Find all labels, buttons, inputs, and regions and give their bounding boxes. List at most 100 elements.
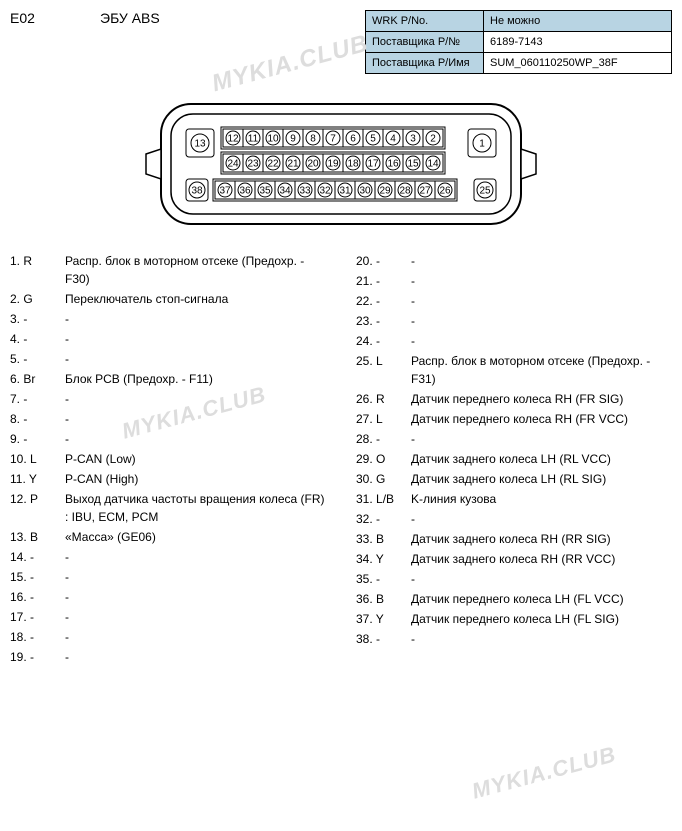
pin-row: 16. -- xyxy=(10,588,326,606)
info-label: WRK P/No. xyxy=(366,11,484,32)
pin-column-left: 1. RРаспр. блок в моторном отсеке (Предо… xyxy=(10,252,326,668)
svg-text:18: 18 xyxy=(347,159,359,170)
pin-description: - xyxy=(411,332,672,350)
pin-description: - xyxy=(65,648,326,666)
pin-number: 24. - xyxy=(356,332,411,350)
info-value: 6189-7143 xyxy=(484,32,672,53)
pin-description: - xyxy=(65,568,326,586)
pin-row: 33. BДатчик заднего колеса RH (RR SIG) xyxy=(356,530,672,548)
pin-row: 1. RРаспр. блок в моторном отсеке (Предо… xyxy=(10,252,326,288)
svg-text:36: 36 xyxy=(239,186,251,197)
connector-title: ЭБУ ABS xyxy=(100,10,365,26)
pin-row: 9. -- xyxy=(10,430,326,448)
pin-number: 7. - xyxy=(10,390,65,408)
svg-text:24: 24 xyxy=(227,159,239,170)
pin-row: 17. -- xyxy=(10,608,326,626)
svg-text:17: 17 xyxy=(367,159,379,170)
pin-description: Датчик заднего колеса LH (RL VCC) xyxy=(411,450,672,468)
pin-row: 20. -- xyxy=(356,252,672,270)
svg-text:7: 7 xyxy=(330,134,336,145)
svg-text:27: 27 xyxy=(419,186,431,197)
svg-text:22: 22 xyxy=(267,159,279,170)
pin-number: 2. G xyxy=(10,290,65,308)
info-value: SUM_060110250WP_38F xyxy=(484,53,672,74)
pin-row: 36. BДатчик переднего колеса LH (FL VCC) xyxy=(356,590,672,608)
pin-row: 26. RДатчик переднего колеса RH (FR SIG) xyxy=(356,390,672,408)
info-value: Не можно xyxy=(484,11,672,32)
pin-row: 37. YДатчик переднего колеса LH (FL SIG) xyxy=(356,610,672,628)
pin-description: - xyxy=(65,430,326,448)
pin-row: 19. -- xyxy=(10,648,326,666)
svg-text:12: 12 xyxy=(227,134,239,145)
pin-row: 32. -- xyxy=(356,510,672,528)
pin-number: 27. L xyxy=(356,410,411,428)
svg-text:33: 33 xyxy=(299,186,311,197)
pin-description: - xyxy=(65,548,326,566)
pin-number: 10. L xyxy=(10,450,65,468)
info-row: WRK P/No. Не можно xyxy=(366,11,672,32)
pin-row: 2. GПереключатель стоп-сигнала xyxy=(10,290,326,308)
pin-description: - xyxy=(65,628,326,646)
pin-description: - xyxy=(411,292,672,310)
info-row: Поставщика Р/Имя SUM_060110250WP_38F xyxy=(366,53,672,74)
pin-row: 10. LP-CAN (Low) xyxy=(10,450,326,468)
pin-description: - xyxy=(411,430,672,448)
pin-description: - xyxy=(65,410,326,428)
svg-text:38: 38 xyxy=(191,186,203,197)
pin-description: - xyxy=(65,310,326,328)
connector-svg: 1313825121110987654322423222120191817161… xyxy=(141,99,541,229)
pin-description: P-CAN (Low) xyxy=(65,450,326,468)
svg-text:1: 1 xyxy=(479,139,485,150)
pin-description: - xyxy=(65,608,326,626)
svg-text:11: 11 xyxy=(248,134,259,145)
pin-columns: 1. RРаспр. блок в моторном отсеке (Предо… xyxy=(10,252,672,668)
pin-description: «Масса» (GE06) xyxy=(65,528,326,546)
connector-diagram: 1313825121110987654322423222120191817161… xyxy=(10,99,672,232)
pin-row: 28. -- xyxy=(356,430,672,448)
pin-description: Датчик заднего колеса RH (RR SIG) xyxy=(411,530,672,548)
svg-text:31: 31 xyxy=(339,186,351,197)
pin-description: Датчик переднего колеса RH (FR VCC) xyxy=(411,410,672,428)
svg-text:14: 14 xyxy=(427,159,439,170)
pin-number: 11. Y xyxy=(10,470,65,488)
watermark: MYKIA.CLUB xyxy=(469,741,619,804)
pin-number: 26. R xyxy=(356,390,411,408)
pin-number: 9. - xyxy=(10,430,65,448)
pin-row: 30. GДатчик заднего колеса LH (RL SIG) xyxy=(356,470,672,488)
pin-number: 25. L xyxy=(356,352,411,388)
pin-row: 31. L/BK-линия кузова xyxy=(356,490,672,508)
pin-description: Датчик заднего колеса RH (RR VCC) xyxy=(411,550,672,568)
pin-row: 38. -- xyxy=(356,630,672,648)
svg-text:37: 37 xyxy=(219,186,231,197)
svg-text:30: 30 xyxy=(359,186,371,197)
pin-number: 36. B xyxy=(356,590,411,608)
pin-number: 13. B xyxy=(10,528,65,546)
pin-description: Датчик переднего колеса LH (FL SIG) xyxy=(411,610,672,628)
svg-text:8: 8 xyxy=(310,134,316,145)
svg-text:10: 10 xyxy=(267,134,279,145)
pin-number: 15. - xyxy=(10,568,65,586)
svg-text:16: 16 xyxy=(387,159,399,170)
pin-number: 21. - xyxy=(356,272,411,290)
pin-description: - xyxy=(65,330,326,348)
connector-code: E02 xyxy=(10,10,100,26)
pin-row: 15. -- xyxy=(10,568,326,586)
svg-text:34: 34 xyxy=(279,186,291,197)
pin-row: 5. -- xyxy=(10,350,326,368)
pin-row: 24. -- xyxy=(356,332,672,350)
svg-text:25: 25 xyxy=(479,186,491,197)
pin-description: - xyxy=(65,350,326,368)
pin-row: 13. B«Масса» (GE06) xyxy=(10,528,326,546)
pin-row: 3. -- xyxy=(10,310,326,328)
pin-number: 30. G xyxy=(356,470,411,488)
svg-text:32: 32 xyxy=(319,186,331,197)
svg-text:15: 15 xyxy=(407,159,419,170)
svg-text:19: 19 xyxy=(327,159,339,170)
pin-row: 22. -- xyxy=(356,292,672,310)
pin-description: - xyxy=(411,630,672,648)
svg-text:6: 6 xyxy=(350,134,356,145)
pin-row: 29. OДатчик заднего колеса LH (RL VCC) xyxy=(356,450,672,468)
pin-description: Датчик заднего колеса LH (RL SIG) xyxy=(411,470,672,488)
pin-description: K-линия кузова xyxy=(411,490,672,508)
pin-description: Выход датчика частоты вращения колеса (F… xyxy=(65,490,326,526)
